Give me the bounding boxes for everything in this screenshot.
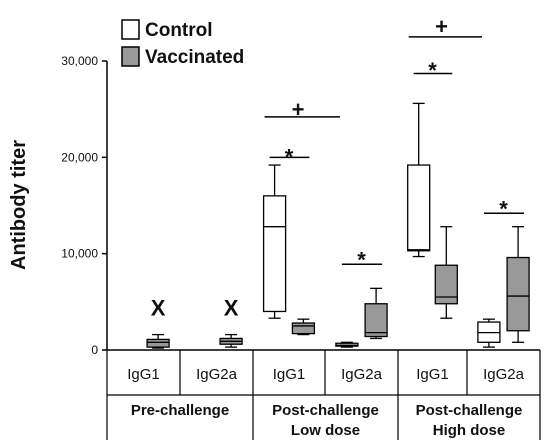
box-body bbox=[407, 164, 431, 252]
category-label: IgG2a bbox=[483, 366, 525, 383]
box-body bbox=[262, 195, 287, 313]
group-label: Post-challenge bbox=[272, 402, 379, 419]
y-tick-label: 0 bbox=[91, 343, 98, 357]
group-label: High dose bbox=[433, 422, 506, 439]
box-body bbox=[146, 338, 170, 348]
significance-marker: * bbox=[428, 58, 437, 83]
legend-swatch bbox=[121, 19, 140, 40]
box-vaccinated-5 bbox=[506, 226, 530, 343]
category-label: IgG1 bbox=[273, 366, 306, 383]
legend-entry-label: Vaccinated bbox=[145, 47, 244, 68]
group-label: Low dose bbox=[291, 422, 360, 439]
group-label: Pre-challenge bbox=[131, 402, 229, 419]
significance-annotations: X X * + * * + * bbox=[151, 14, 525, 321]
box-body bbox=[434, 264, 458, 305]
legend-swatch bbox=[121, 46, 140, 67]
box-body bbox=[291, 322, 316, 335]
significance-marker: + bbox=[435, 14, 448, 39]
group-label: Post-challenge bbox=[416, 402, 523, 419]
box-vaccinated-4 bbox=[434, 226, 458, 319]
box-vaccinated-2 bbox=[291, 318, 316, 336]
y-tick-label: 30,000 bbox=[61, 54, 98, 68]
box-plots bbox=[146, 102, 530, 349]
box-vaccinated-1 bbox=[219, 333, 243, 348]
legend: Control Vaccinated bbox=[121, 19, 244, 68]
box-control-5 bbox=[477, 318, 501, 348]
significance-marker: * bbox=[285, 145, 294, 170]
x-axis-table: IgG1 IgG2a IgG1 IgG2a IgG1 IgG2a Pre-challenge… bbox=[106, 349, 541, 440]
legend-entry-label: Control bbox=[145, 20, 213, 41]
box-vaccinated-0 bbox=[146, 333, 170, 349]
category-label: IgG2a bbox=[196, 366, 238, 383]
box-body bbox=[506, 256, 530, 332]
box-body bbox=[364, 303, 388, 338]
y-axis-label: Antibody titer bbox=[8, 140, 30, 270]
box-control-2 bbox=[262, 164, 287, 319]
significance-marker: X bbox=[151, 296, 166, 321]
category-label: IgG1 bbox=[416, 366, 449, 383]
box-control-3 bbox=[335, 341, 359, 348]
significance-marker: X bbox=[224, 296, 239, 321]
significance-marker: * bbox=[357, 248, 366, 273]
category-label: IgG1 bbox=[127, 366, 160, 383]
box-control-4 bbox=[407, 102, 431, 258]
box-vaccinated-3 bbox=[364, 287, 388, 340]
significance-marker: * bbox=[499, 197, 508, 222]
y-tick-label: 10,000 bbox=[61, 247, 98, 261]
category-label: IgG2a bbox=[341, 366, 383, 383]
significance-marker: + bbox=[292, 97, 305, 122]
y-tick-label: 20,000 bbox=[61, 150, 98, 164]
y-axis: 0 10,000 20,000 30,000 bbox=[61, 54, 108, 357]
